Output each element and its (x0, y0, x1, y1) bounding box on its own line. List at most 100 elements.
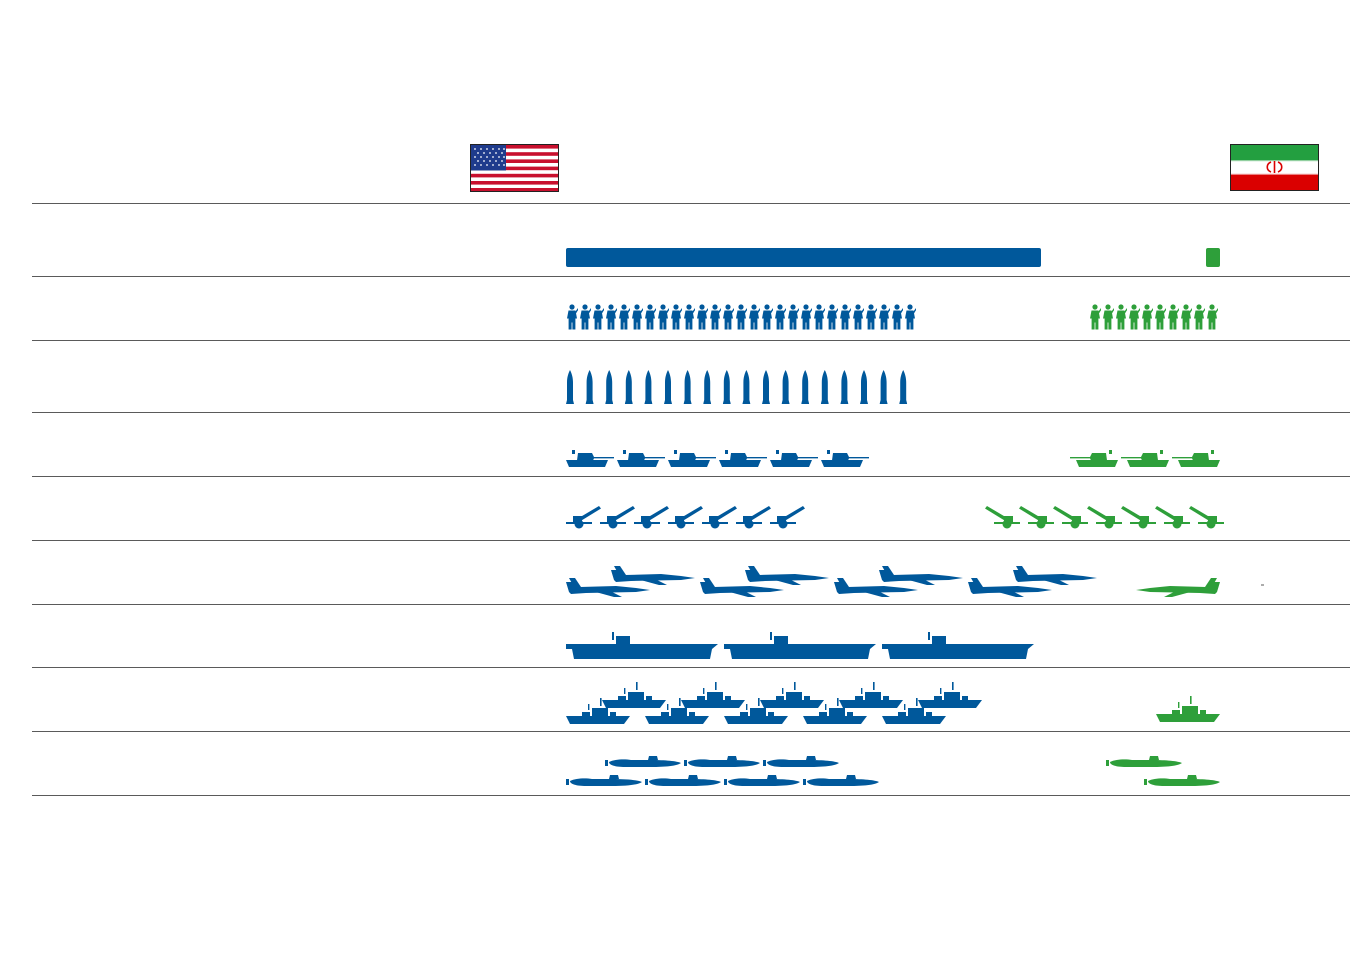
iran-budget-bar (1206, 248, 1220, 267)
iran-flag-icon (1230, 144, 1319, 191)
us-soldier-icon (853, 304, 864, 330)
us-missile-icon (605, 370, 614, 404)
us-fighter-jet-icon (1013, 566, 1097, 585)
us-submarine-icon (645, 775, 721, 786)
us-artillery-icon (600, 506, 635, 529)
us-soldier-icon (892, 304, 903, 330)
us-submarine-icon (566, 775, 642, 786)
us-missile-icon (860, 370, 868, 404)
iran-fighter-jet-icon (1136, 578, 1220, 597)
us-soldier-icon (723, 304, 734, 330)
us-artillery-icon (668, 506, 703, 529)
iran-soldier-icon (1181, 304, 1192, 330)
us-missile-icon (624, 370, 633, 404)
iran-artillery-icon (1121, 506, 1156, 529)
us-missile-icon (585, 370, 594, 404)
us-soldier-icon (762, 304, 773, 330)
iran-artillery-icon (1053, 506, 1088, 529)
us-tank-icon (617, 450, 665, 467)
us-soldier-icon (710, 304, 721, 330)
us-artillery-icon (736, 506, 771, 529)
iran-artillery-icon (985, 506, 1020, 529)
us-soldier-icon (619, 304, 630, 330)
us-artillery-icon (566, 506, 601, 529)
us-artillery-icon (770, 506, 805, 529)
us-missile-icon (820, 370, 829, 404)
us-submarine-icon (763, 756, 839, 767)
us-artillery-icon (634, 506, 669, 529)
iran-soldier-icon (1155, 304, 1166, 330)
us-soldier-icon (879, 304, 890, 330)
iran-artillery-icon (1189, 506, 1224, 529)
us-aircraft-carrier-icon (724, 632, 876, 659)
us-missile-icon (762, 370, 770, 404)
iran-soldier-icon (1090, 304, 1101, 330)
us-soldier-icon (788, 304, 799, 330)
us-missile-icon (742, 370, 751, 404)
us-missile-icon (801, 370, 810, 404)
us-tank-icon (719, 450, 767, 467)
us-missile-icon (683, 370, 692, 404)
us-soldier-icon (593, 304, 604, 330)
us-aircraft-carrier-icon (566, 632, 718, 659)
us-soldier-icon (632, 304, 643, 330)
us-soldier-icon (905, 304, 916, 330)
us-warship-icon (760, 682, 824, 708)
us-soldier-icon (866, 304, 877, 330)
iran-soldier-icon (1194, 304, 1205, 330)
iran-submarine-icon (1144, 775, 1220, 786)
iran-submarine-icon (1106, 756, 1182, 767)
us-missile-icon (644, 370, 653, 404)
us-missile-icon (840, 370, 849, 404)
us-missile-icon (664, 370, 672, 404)
us-warship-icon (839, 682, 903, 708)
iran-artillery-icon (1155, 506, 1190, 529)
iran-tank-icon (1070, 450, 1118, 467)
us-submarine-icon (803, 775, 879, 786)
us-soldier-icon (580, 304, 591, 330)
us-soldier-icon (749, 304, 760, 330)
us-soldier-icon (736, 304, 747, 330)
us-soldier-icon (697, 304, 708, 330)
iran-warship-icon (1156, 696, 1220, 722)
us-soldier-icon (775, 304, 786, 330)
us-warship-icon (681, 682, 745, 708)
iran-soldier-icon (1116, 304, 1127, 330)
iran-soldier-icon (1129, 304, 1140, 330)
row-dividers (32, 203, 1350, 796)
us-soldier-icon (840, 304, 851, 330)
pictogram-marks (566, 248, 1224, 786)
us-soldier-icon (658, 304, 669, 330)
us-soldier-icon (801, 304, 812, 330)
us-tank-icon (668, 450, 716, 467)
us-fighter-jet-icon (611, 566, 695, 585)
us-soldier-icon (671, 304, 682, 330)
us-fighter-jet-icon (745, 566, 829, 585)
us-budget-bar (566, 248, 1041, 267)
iran-artillery-icon (1087, 506, 1122, 529)
us-soldier-icon (827, 304, 838, 330)
iran-soldier-icon (1142, 304, 1153, 330)
us-aircraft-carrier-icon (882, 632, 1034, 659)
us-submarine-icon (724, 775, 800, 786)
iran-tank-icon (1172, 450, 1220, 467)
iran-artillery-icon (1019, 506, 1054, 529)
us-flag-icon (470, 144, 559, 192)
us-warship-icon (602, 682, 666, 708)
us-fighter-jet-icon (879, 566, 963, 585)
us-tank-icon (821, 450, 869, 467)
us-missile-icon (899, 370, 908, 404)
us-warship-icon (918, 682, 982, 708)
us-soldier-icon (567, 304, 578, 330)
iran-tank-icon (1121, 450, 1169, 467)
us-missile-icon (722, 370, 731, 404)
us-soldier-icon (606, 304, 617, 330)
us-missile-icon (703, 370, 712, 404)
us-missile-icon (566, 370, 574, 404)
us-artillery-icon (702, 506, 737, 529)
us-missile-icon (781, 370, 790, 404)
us-tank-icon (770, 450, 818, 467)
iran-soldier-icon (1168, 304, 1179, 330)
us-submarine-icon (605, 756, 681, 767)
